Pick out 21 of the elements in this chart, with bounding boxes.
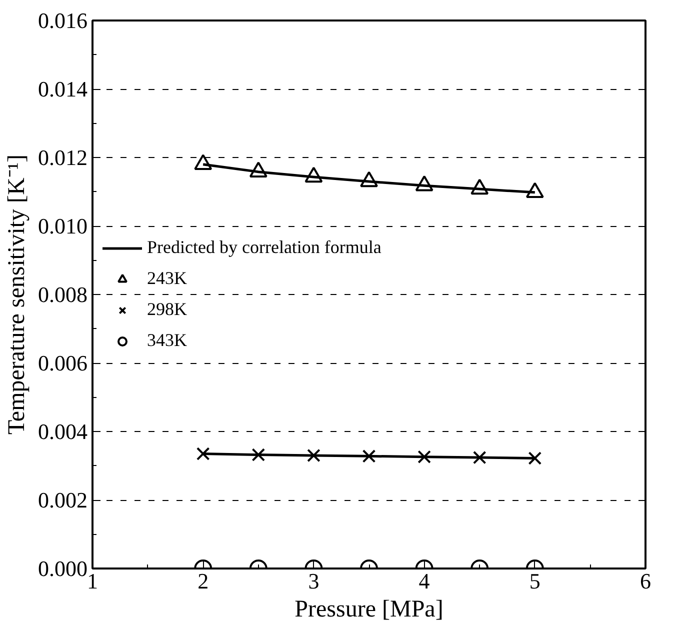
y-tick-label: 0.004 <box>38 419 88 444</box>
legend-label: 343K <box>147 330 187 351</box>
y-tick-label: 0.012 <box>38 145 88 170</box>
x-tick-label: 5 <box>529 568 540 594</box>
x-axis-title: Pressure [MPa] <box>294 596 444 622</box>
x-tick-label: 3 <box>308 568 320 594</box>
y-tick-label: 0.008 <box>38 282 88 307</box>
x-tick-label: 1 <box>87 568 98 594</box>
y-axis-title: Temperature sensitivity [K⁻¹] <box>4 154 30 435</box>
y-tick-label: 0.006 <box>38 350 88 376</box>
y-tick-label: 0.002 <box>38 488 88 512</box>
legend-label: 243K <box>147 268 187 289</box>
legend-label: Predicted by correlation formula <box>147 237 382 258</box>
legend-label: 298K <box>147 299 187 320</box>
x-tick-label: 6 <box>640 568 651 594</box>
y-tick-label: 0.016 <box>38 8 88 33</box>
x-tick-label: 2 <box>198 568 209 594</box>
y-tick-label: 0.014 <box>38 76 88 102</box>
y-tick-label: 0.010 <box>38 214 88 238</box>
y-tick-label: 0.000 <box>38 556 88 581</box>
x-tick-label: 4 <box>418 568 430 594</box>
